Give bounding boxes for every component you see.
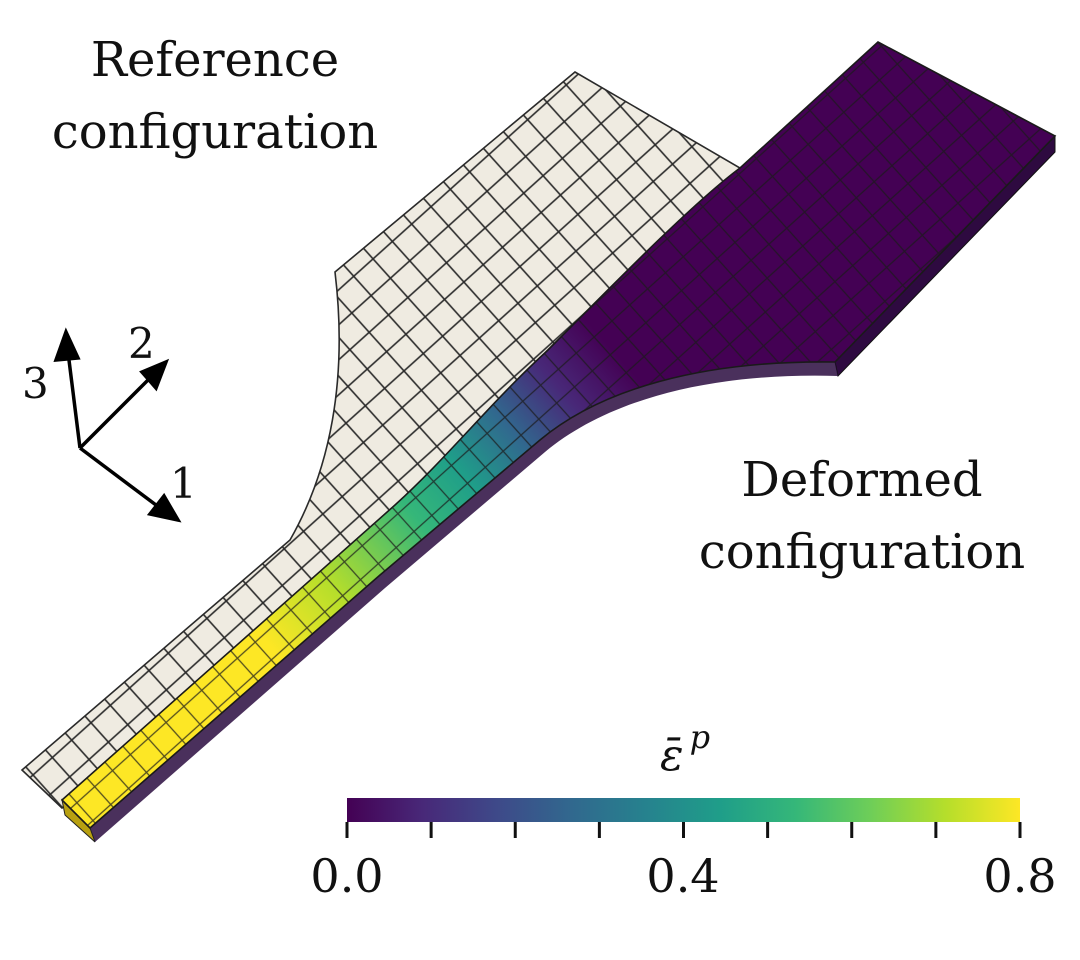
axis-3-arrowhead — [53, 327, 81, 362]
axis-3-label: 3 — [22, 359, 49, 408]
axis-1-arrowhead — [146, 492, 182, 523]
axis-3-line — [66, 351, 82, 449]
colorbar: ε̄ p 0.0 0.4 0.8 — [310, 718, 1056, 903]
colorbar-ramp — [347, 798, 1020, 822]
reference-label-line2: configuration — [52, 104, 378, 160]
colorbar-ticks — [345, 822, 1022, 838]
colorbar-tick-label-max: 0.8 — [983, 849, 1056, 903]
axis-triad — [53, 327, 182, 523]
colorbar-tick-label-min: 0.0 — [310, 849, 383, 903]
reference-label-line1: Reference — [91, 32, 339, 88]
axis-2-label: 2 — [128, 319, 155, 368]
colorbar-tick-label-mid: 0.4 — [646, 849, 719, 903]
axis-2-line — [78, 374, 154, 450]
axis-2-arrowhead — [139, 358, 170, 392]
axis-1-label: 1 — [170, 459, 197, 508]
deformed-label-line1: Deformed — [741, 452, 982, 508]
axis-1-line — [78, 446, 162, 510]
colorbar-symbol: ε̄ p — [660, 718, 710, 781]
deformed-label-line2: configuration — [699, 524, 1025, 580]
